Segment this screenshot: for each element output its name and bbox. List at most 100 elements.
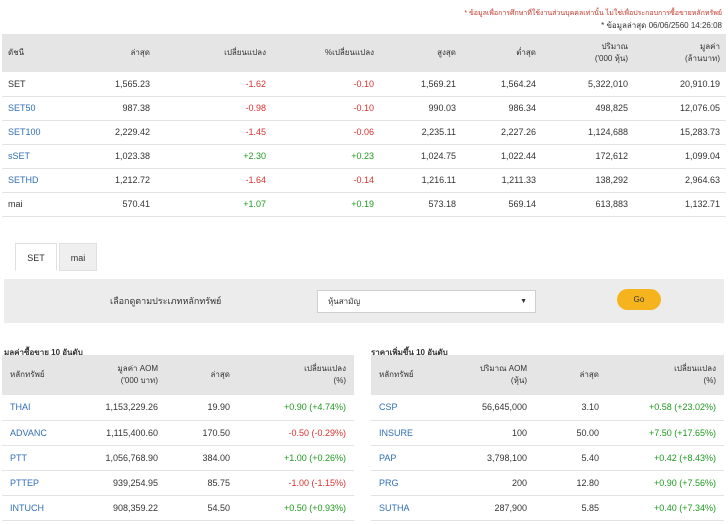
index-value: 15,283.73 xyxy=(634,120,726,145)
index-name-cell: SET100 xyxy=(2,120,74,145)
last-update-text: * ข้อมูลล่าสุด 06/06/2560 14:26:08 xyxy=(601,21,722,30)
last-price-cell: 170.50 xyxy=(166,420,238,446)
aom-cell: 1,056,768.90 xyxy=(82,445,166,471)
index-change: -1.45 xyxy=(156,120,272,145)
last-price-cell: 384.00 xyxy=(166,445,238,471)
index-volume: 5,322,010 xyxy=(542,72,634,97)
col-volume: ปริมาณ ('000 หุ้น) xyxy=(542,34,634,72)
change-cell: +0.58 (+23.02%) xyxy=(607,395,724,421)
col-change: เปลี่ยนแปลง (%) xyxy=(607,355,724,395)
symbol-link[interactable]: PTT xyxy=(10,452,27,463)
index-volume: 172,612 xyxy=(542,144,634,169)
index-pct-change: +0.23 xyxy=(272,144,380,169)
table-row: PAP 3,798,100 5.40 +0.42 (+8.43%) xyxy=(371,445,724,471)
last-price-cell: 85.75 xyxy=(166,470,238,496)
symbol-cell: PRG xyxy=(371,470,451,496)
index-change: +1.07 xyxy=(156,192,272,217)
disclaimer-text: * ข้อมูลเพื่อการศึกษาที่ใช้งานส่วนบุคคลเ… xyxy=(464,10,722,17)
index-table: ดัชนี ล่าสุด เปลี่ยนแปลง %เปลี่ยนแปลง สู… xyxy=(2,34,726,217)
index-low: 986.34 xyxy=(462,96,542,121)
filter-label: เลือกดูตามประเภทหลักทรัพย์ xyxy=(110,296,222,306)
security-type-select[interactable]: หุ้นสามัญ ▼ xyxy=(317,290,536,313)
table-row: THAI 1,153,229.26 19.90 +0.90 (+4.74%) xyxy=(2,395,354,421)
symbol-link[interactable]: INTUCH xyxy=(10,502,44,513)
symbol-link[interactable]: ADVANC xyxy=(10,427,47,438)
index-last: 1,212.72 xyxy=(74,168,156,193)
symbol-link[interactable]: CSP xyxy=(379,402,398,413)
tab-set[interactable]: SET xyxy=(15,243,57,271)
index-value: 1,132.71 xyxy=(634,192,726,217)
index-link[interactable]: SETHD xyxy=(8,175,39,185)
index-last: 987.38 xyxy=(74,96,156,121)
index-last: 570.41 xyxy=(74,192,156,217)
index-name: mai xyxy=(8,199,23,209)
index-name-cell: sSET xyxy=(2,144,74,169)
last-price-cell: 54.50 xyxy=(166,495,238,521)
table-row: PTT 1,056,768.90 384.00 +1.00 (+0.26%) xyxy=(2,445,354,471)
index-value: 2,964.63 xyxy=(634,168,726,193)
aom-cell: 1,115,400.60 xyxy=(82,420,166,446)
index-high: 2,235.11 xyxy=(380,120,462,145)
symbol-cell: ADVANC xyxy=(2,420,82,446)
col-last: ล่าสุด xyxy=(166,355,238,395)
index-value: 20,910.19 xyxy=(634,72,726,97)
symbol-link[interactable]: PTTEP xyxy=(10,477,40,488)
aom-cell: 200 xyxy=(451,470,535,496)
index-link[interactable]: SET50 xyxy=(8,103,36,113)
symbol-link[interactable]: INSURE xyxy=(379,427,414,438)
index-high: 573.18 xyxy=(380,192,462,217)
index-name: SET xyxy=(8,78,26,89)
index-volume: 613,883 xyxy=(542,192,634,217)
index-volume: 1,124,688 xyxy=(542,120,634,145)
top-gain-header: หลักทรัพย์ ปริมาณ AOM (หุ้น) ล่าสุด เปลี… xyxy=(371,355,724,395)
aom-cell: 287,900 xyxy=(451,495,535,521)
index-last: 2,229.42 xyxy=(74,120,156,145)
change-cell: -1.00 (-1.15%) xyxy=(238,470,354,496)
col-value: มูลค่า (ล้านบาท) xyxy=(634,34,726,72)
last-price-cell: 12.80 xyxy=(535,470,607,496)
index-link[interactable]: sSET xyxy=(8,151,31,161)
index-pct-change: -0.14 xyxy=(272,168,380,193)
symbol-link[interactable]: SUTHA xyxy=(379,502,410,513)
index-last: 1,565.23 xyxy=(74,72,156,97)
last-price-cell: 50.00 xyxy=(535,420,607,446)
aom-cell: 56,645,000 xyxy=(451,395,535,421)
index-row: sSET 1,023.38 +2.30 +0.23 1,024.75 1,022.44 17… xyxy=(2,144,726,169)
change-cell: +1.00 (+0.26%) xyxy=(238,445,354,471)
index-name-cell: SETHD xyxy=(2,168,74,193)
change-cell: +0.90 (+7.56%) xyxy=(607,470,724,496)
index-table-header: ดัชนี ล่าสุด เปลี่ยนแปลง %เปลี่ยนแปลง สู… xyxy=(2,34,726,72)
index-volume: 498,825 xyxy=(542,96,634,121)
symbol-cell: PTT xyxy=(2,445,82,471)
col-change: เปลี่ยนแปลง xyxy=(156,34,272,72)
symbol-link[interactable]: PRG xyxy=(379,477,399,488)
symbol-link[interactable]: PAP xyxy=(379,452,397,463)
col-symbol: หลักทรัพย์ xyxy=(371,355,451,395)
symbol-cell: CSP xyxy=(371,395,451,421)
symbol-link[interactable]: THAI xyxy=(10,402,31,413)
index-link[interactable]: SET100 xyxy=(8,127,41,137)
table-row: PRG 200 12.80 +0.90 (+7.56%) xyxy=(371,470,724,496)
index-low: 1,022.44 xyxy=(462,144,542,169)
index-row: SET50 987.38 -0.98 -0.10 990.03 986.34 498,825… xyxy=(2,96,726,121)
tab-mai[interactable]: mai xyxy=(59,243,97,271)
last-price-cell: 5.85 xyxy=(535,495,607,521)
index-change: -0.98 xyxy=(156,96,272,121)
security-type-selected: หุ้นสามัญ xyxy=(328,297,361,306)
index-value: 12,076.05 xyxy=(634,96,726,121)
index-high: 990.03 xyxy=(380,96,462,121)
index-high: 1,569.21 xyxy=(380,72,462,97)
index-change: -1.62 xyxy=(156,72,272,97)
col-index: ดัชนี xyxy=(2,34,74,72)
index-high: 1,024.75 xyxy=(380,144,462,169)
col-last: ล่าสุด xyxy=(535,355,607,395)
symbol-cell: THAI xyxy=(2,395,82,421)
index-pct-change: +0.19 xyxy=(272,192,380,217)
index-change: +2.30 xyxy=(156,144,272,169)
aom-cell: 100 xyxy=(451,420,535,446)
go-button[interactable]: Go xyxy=(617,289,661,310)
index-change: -1.64 xyxy=(156,168,272,193)
last-price-cell: 5.40 xyxy=(535,445,607,471)
aom-cell: 908,359.22 xyxy=(82,495,166,521)
symbol-cell: PTTEP xyxy=(2,470,82,496)
